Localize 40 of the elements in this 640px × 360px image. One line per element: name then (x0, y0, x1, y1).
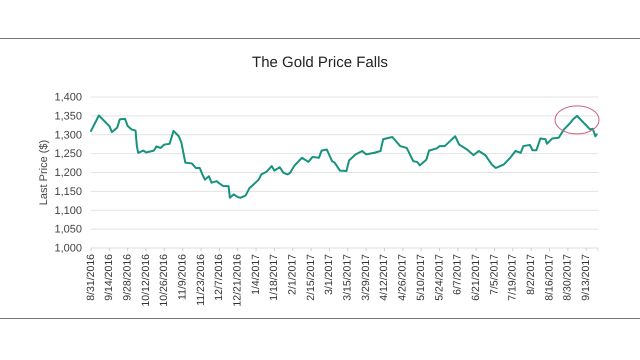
x-tick-label: 1/4/2017 (250, 254, 262, 295)
y-tick-label: 1,350 (54, 110, 82, 122)
x-tick-label: 9/28/2016 (121, 254, 134, 301)
y-tick-label: 1,050 (54, 224, 82, 236)
x-tick-label: 8/2/2017 (524, 254, 537, 295)
x-tick-label: 11/9/2016 (176, 254, 188, 300)
y-tick-label: 1,200 (54, 167, 82, 180)
x-tick-label: 9/13/2017 (580, 254, 592, 301)
x-tick-label: 4/12/2017 (378, 254, 390, 301)
y-tick-label: 1,250 (54, 148, 82, 160)
x-tick-label: 11/23/2016 (194, 254, 207, 306)
x-tick-label: 7/5/2017 (488, 254, 500, 295)
line-series (90, 114, 598, 199)
x-tick-label: 8/16/2017 (543, 254, 556, 301)
x-tick-label: 5/10/2017 (414, 254, 427, 301)
x-tick-label: 12/21/2016 (232, 254, 244, 307)
x-tick-label: 3/29/2017 (360, 254, 372, 301)
x-tick-label: 5/24/2017 (433, 254, 446, 301)
x-tick-label: 2/1/2017 (286, 254, 299, 295)
x-tick-label: 8/30/2017 (562, 254, 574, 301)
x-tick-label: 6/7/2017 (452, 254, 464, 295)
x-tick-label: 6/21/2017 (470, 254, 482, 301)
x-tick-label: 3/1/2017 (323, 254, 336, 295)
x-tick-label: 2/15/2017 (304, 254, 317, 301)
y-tick-label: 1,000 (54, 242, 82, 255)
y-tick-label: 1,150 (54, 186, 82, 198)
y-tick-label: 1,400 (54, 92, 82, 104)
x-tick-label: 1/18/2017 (268, 254, 280, 301)
chart-title: The Gold Price Falls (252, 54, 388, 71)
x-tick-label: 4/26/2017 (396, 254, 409, 301)
x-tick-label: 8/31/2016 (84, 254, 97, 301)
x-tick-label: 3/15/2017 (342, 254, 354, 301)
y-axis-title: Last Price ($) (38, 140, 50, 206)
x-tick-label: 10/26/2016 (158, 254, 170, 307)
x-tick-label: 10/12/2016 (140, 254, 152, 307)
x-tick-label: 7/19/2017 (506, 254, 519, 301)
y-tick-label: 1,100 (54, 204, 82, 217)
x-tick-label: 12/7/2016 (213, 254, 226, 301)
x-tick-label: 9/14/2016 (103, 254, 116, 301)
y-tick-label: 1,300 (54, 129, 82, 142)
